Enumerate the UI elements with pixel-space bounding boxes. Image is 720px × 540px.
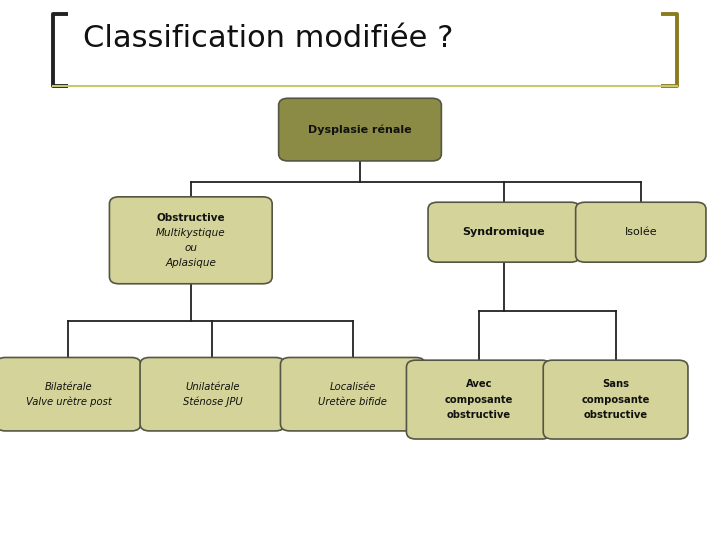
Text: Obstructive: Obstructive: [156, 213, 225, 222]
Text: Aplasique: Aplasique: [166, 258, 216, 268]
Text: Localisée: Localisée: [330, 382, 376, 392]
FancyBboxPatch shape: [140, 357, 285, 431]
Text: Valve urètre post: Valve urètre post: [25, 396, 112, 407]
Text: Sténose JPU: Sténose JPU: [183, 396, 242, 407]
Text: Multikystique: Multikystique: [156, 228, 225, 238]
Text: Syndromique: Syndromique: [463, 227, 545, 237]
Text: obstructive: obstructive: [583, 410, 648, 420]
Text: Avec: Avec: [466, 380, 492, 389]
FancyBboxPatch shape: [0, 357, 141, 431]
FancyBboxPatch shape: [544, 360, 688, 439]
Text: Classification modifiée ?: Classification modifiée ?: [83, 24, 453, 53]
Text: ou: ou: [184, 243, 197, 253]
FancyBboxPatch shape: [576, 202, 706, 262]
FancyBboxPatch shape: [428, 202, 580, 262]
Text: Unilatérale: Unilatérale: [185, 382, 240, 392]
Text: composante: composante: [582, 395, 649, 404]
Text: Isolée: Isolée: [624, 227, 657, 237]
Text: obstructive: obstructive: [446, 410, 511, 420]
FancyBboxPatch shape: [280, 357, 425, 431]
Text: Bilatérale: Bilatérale: [45, 382, 92, 392]
Text: Dysplasie rénale: Dysplasie rénale: [308, 124, 412, 135]
FancyBboxPatch shape: [109, 197, 272, 284]
Text: Uretère bifide: Uretère bifide: [318, 397, 387, 407]
FancyBboxPatch shape: [406, 360, 552, 439]
FancyBboxPatch shape: [279, 98, 441, 161]
Text: Sans: Sans: [602, 380, 629, 389]
Text: composante: composante: [445, 395, 513, 404]
